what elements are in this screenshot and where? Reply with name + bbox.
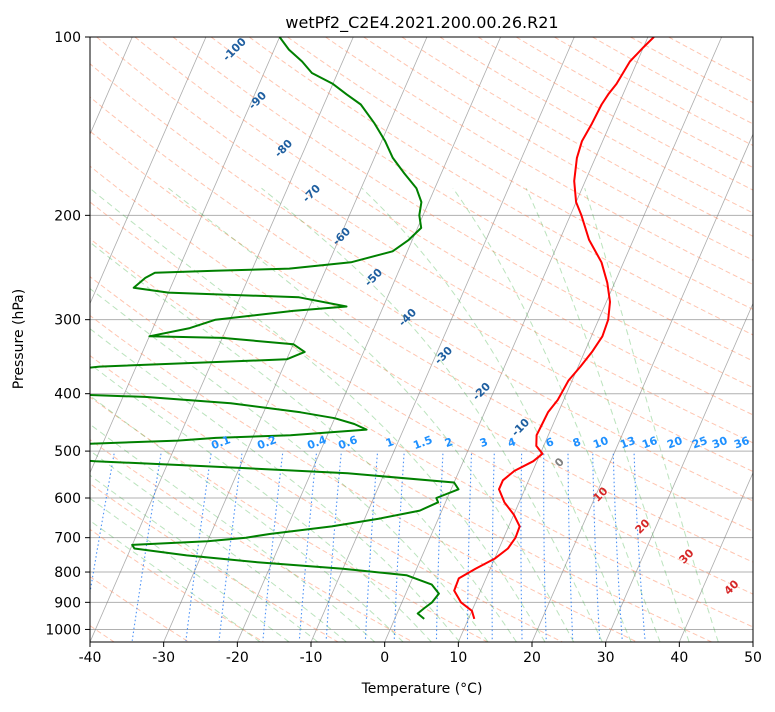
x-tick-label: -40 <box>79 650 102 666</box>
x-tick-label: 0 <box>380 650 389 666</box>
x-tick-label: 40 <box>670 650 688 666</box>
y-tick-label: 900 <box>54 595 81 611</box>
x-tick-label: 30 <box>597 650 615 666</box>
y-tick-label: 700 <box>54 531 81 547</box>
x-tick-label: 20 <box>523 650 541 666</box>
y-tick-label: 400 <box>54 387 81 403</box>
y-tick-label: 300 <box>54 313 81 329</box>
y-axis-label: Pressure (hPa) <box>11 289 27 389</box>
y-tick-label: 100 <box>54 30 81 46</box>
x-tick-label: -30 <box>152 650 175 666</box>
x-tick-label: 50 <box>744 650 762 666</box>
chart-title: wetPf2_C2E4.2021.200.00.26.R21 <box>285 13 558 33</box>
y-tick-label: 200 <box>54 208 81 224</box>
y-tick-label: 500 <box>54 444 81 460</box>
y-tick-label: 1000 <box>45 622 81 638</box>
x-axis-label: Temperature (°C) <box>361 681 483 697</box>
x-tick-label: -10 <box>300 650 323 666</box>
y-tick-label: 600 <box>54 491 81 507</box>
x-tick-label: -20 <box>226 650 249 666</box>
plot-area <box>90 37 753 642</box>
x-tick-label: 10 <box>449 650 467 666</box>
y-tick-label: 800 <box>54 565 81 581</box>
